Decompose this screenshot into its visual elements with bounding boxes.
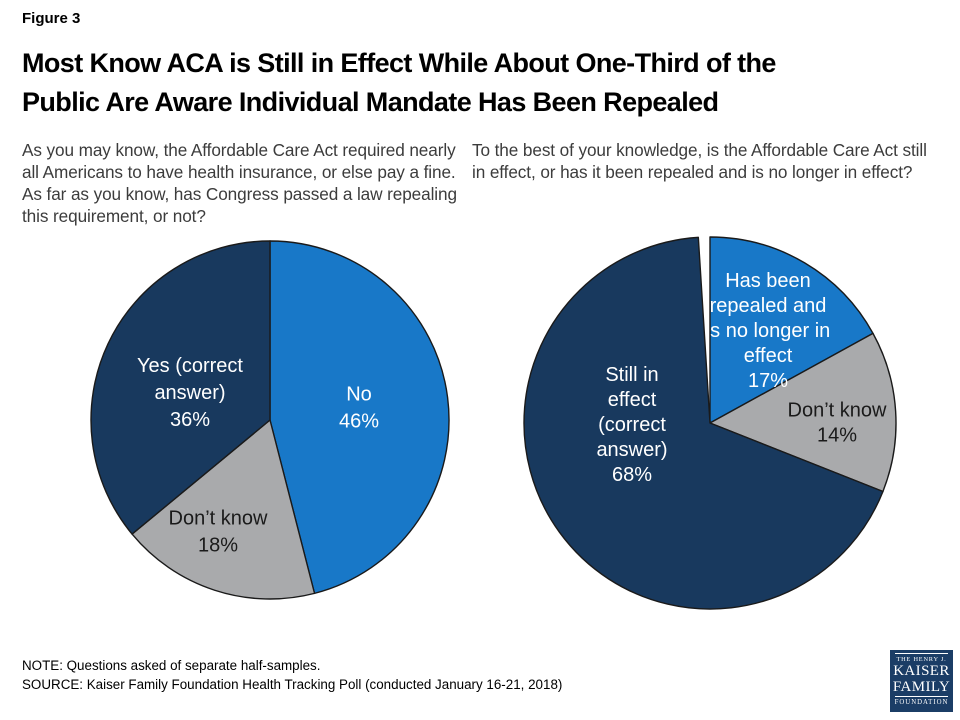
- kff-logo: THE HENRY J. KAISER FAMILY FOUNDATION: [890, 650, 953, 712]
- pie-label-has-been-repealed-and-is-no-longer-in-effect: Has been repealed and is no longer in effec…: [706, 270, 831, 392]
- title-line-1: Most Know ACA is Still in Effect While A…: [22, 48, 776, 78]
- footnotes: NOTE: Questions asked of separate half-s…: [22, 656, 862, 694]
- pie-slice-yes-correct-answer: [90, 240, 271, 535]
- pie-label-no: No 46%: [339, 384, 379, 433]
- pie-label-yes-correct-answer: Yes (correct answer) 36%: [137, 355, 243, 431]
- question-right: To the best of your knowledge, is the Af…: [472, 140, 927, 182]
- page-title: Most Know ACA is Still in Effect While A…: [22, 44, 952, 122]
- pie-slice-no: [269, 240, 450, 595]
- logo-rule-top: [895, 653, 948, 654]
- pie-slice-has-been-repealed-and-is-no-longer-in-effect: [709, 236, 874, 424]
- source-text: SOURCE: Kaiser Family Foundation Health …: [22, 677, 563, 692]
- pie-slice-don-t-know: [709, 332, 897, 493]
- pie-chart-mandate-repeal: No 46% Don’t know 18% Yes (correct answer) 36%: [90, 240, 450, 600]
- pie-label-still-in-effect-correct-answer: Still in effect (correct answer) 68%: [596, 364, 667, 486]
- figure-label: Figure 3: [22, 10, 81, 27]
- logo-line-foundation: FOUNDATION: [894, 699, 949, 706]
- title-line-2: Public Are Aware Individual Mandate Has …: [22, 87, 719, 117]
- pie-label-don-t-know: Don’t know 14%: [788, 400, 887, 447]
- pie-slice-still-in-effect-correct-answer: [523, 236, 884, 610]
- pie-label-don-t-know: Don’t know 18%: [169, 508, 268, 557]
- question-left: As you may know, the Affordable Care Act…: [22, 140, 457, 226]
- logo-line-the-henry-j: THE HENRY J.: [896, 656, 947, 663]
- note-text: NOTE: Questions asked of separate half-s…: [22, 658, 321, 673]
- logo-line-kaiser: KAISER: [893, 663, 950, 679]
- pie-chart-aca-status: Has been repealed and is no longer in effec…: [523, 236, 897, 610]
- pie-slice-don-t-know: [131, 419, 316, 600]
- logo-line-family: FAMILY: [892, 678, 951, 695]
- logo-rule-bottom: [895, 696, 948, 697]
